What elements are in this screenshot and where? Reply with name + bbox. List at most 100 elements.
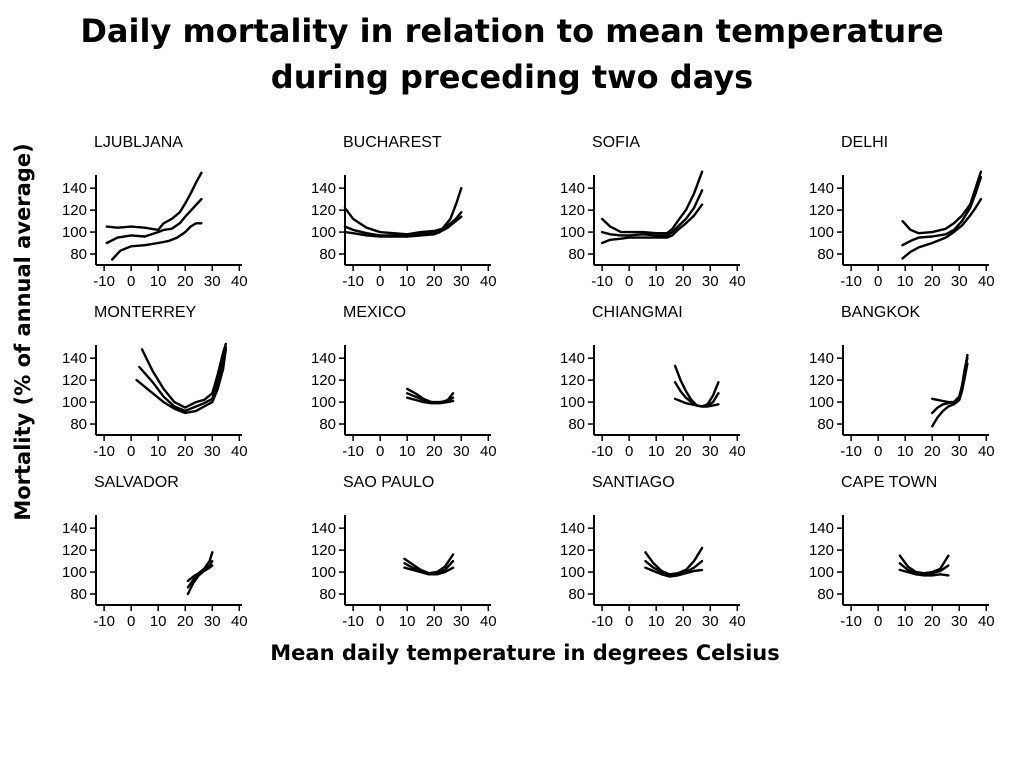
x-tick-label: -10 xyxy=(342,443,364,460)
x-tick-label: 30 xyxy=(453,273,470,290)
y-tick-label: 100 xyxy=(560,564,585,581)
y-tick-label: 140 xyxy=(560,180,585,197)
x-tick-label: -10 xyxy=(342,273,364,290)
x-tick-label: 30 xyxy=(951,443,968,460)
y-tick-label: 140 xyxy=(62,520,87,537)
y-tick-label: 80 xyxy=(319,416,336,433)
x-tick-label: -10 xyxy=(591,443,613,460)
x-tick-label: 10 xyxy=(150,273,167,290)
panel-label: BUCHAREST xyxy=(343,134,442,151)
series-line-3 xyxy=(135,348,228,415)
x-tick-label: -10 xyxy=(342,613,364,630)
x-tick-label: 30 xyxy=(702,273,719,290)
y-tick-label: 140 xyxy=(62,350,87,367)
x-tick-label: 10 xyxy=(150,613,167,630)
panel-bucharest: BUCHAREST -10 0 10 20 30 40 80 100 120 140 xyxy=(311,134,497,290)
series-line-3 xyxy=(600,203,704,245)
x-tick-label: 20 xyxy=(675,613,692,630)
x-tick-label: 30 xyxy=(204,443,221,460)
x-tick-label: -10 xyxy=(93,613,115,630)
x-tick-label: -10 xyxy=(840,443,862,460)
x-tick-label: -10 xyxy=(840,613,862,630)
panel-label: SOFIA xyxy=(592,134,640,151)
x-tick-label: 30 xyxy=(204,273,221,290)
series-line-2 xyxy=(138,346,228,413)
x-tick-label: 40 xyxy=(978,273,995,290)
y-tick-label: 80 xyxy=(70,246,87,263)
series-line-2 xyxy=(901,175,983,247)
x-tick-label: 30 xyxy=(951,613,968,630)
x-tick-label: 0 xyxy=(625,613,633,630)
x-tick-label: 40 xyxy=(978,443,995,460)
y-tick-label: 140 xyxy=(311,350,336,367)
x-tick-label: 10 xyxy=(648,443,665,460)
panel-label: SANTIAGO xyxy=(592,474,675,491)
x-tick-label: -10 xyxy=(591,613,613,630)
y-tick-label: 100 xyxy=(62,564,87,581)
y-tick-label: 80 xyxy=(319,246,336,263)
series-line-3 xyxy=(898,568,950,577)
y-tick-label: 100 xyxy=(62,224,87,241)
x-tick-label: 40 xyxy=(231,443,248,460)
x-tick-label: -10 xyxy=(840,273,862,290)
series-line-2 xyxy=(673,381,720,408)
panel-label: DELHI xyxy=(841,134,888,151)
x-tick-label: 40 xyxy=(480,273,497,290)
panel-label: CAPE TOWN xyxy=(841,474,937,491)
panel-label: LJUBLJANA xyxy=(94,134,183,151)
series-line-2 xyxy=(186,559,214,589)
y-tick-label: 100 xyxy=(560,224,585,241)
x-tick-label: 30 xyxy=(204,613,221,630)
x-tick-label: 20 xyxy=(177,613,194,630)
x-tick-label: 20 xyxy=(177,273,194,290)
chart-title-line-2: during preceding two days xyxy=(270,58,754,96)
y-tick-label: 100 xyxy=(311,224,336,241)
x-tick-label: 10 xyxy=(399,273,416,290)
x-tick-label: 30 xyxy=(453,443,470,460)
y-tick-label: 120 xyxy=(809,542,834,559)
series-line-3 xyxy=(406,396,455,405)
x-tick-label: 40 xyxy=(231,613,248,630)
panel-salvador: SALVADOR -10 0 10 20 30 40 80 100 120 140 xyxy=(62,474,248,630)
series-line-3 xyxy=(186,564,214,596)
panel-label: BANGKOK xyxy=(841,304,920,321)
panel-mexico: MEXICO -10 0 10 20 30 40 80 100 120 140 xyxy=(311,304,497,460)
x-tick-label: 0 xyxy=(874,443,882,460)
x-tick-label: 10 xyxy=(897,613,914,630)
series-line-1 xyxy=(105,197,203,245)
x-tick-label: 40 xyxy=(480,443,497,460)
y-tick-label: 80 xyxy=(70,416,87,433)
x-tick-label: 40 xyxy=(978,613,995,630)
x-tick-label: 20 xyxy=(426,443,443,460)
panel-delhi: DELHI -10 0 10 20 30 40 80 100 120 140 xyxy=(809,134,995,290)
x-tick-label: 30 xyxy=(702,613,719,630)
y-tick-label: 140 xyxy=(809,180,834,197)
series-line-3 xyxy=(644,566,704,578)
y-tick-label: 80 xyxy=(319,586,336,603)
series-line-3 xyxy=(403,566,455,576)
x-tick-label: -10 xyxy=(591,273,613,290)
x-tick-label: 40 xyxy=(231,273,248,290)
x-tick-label: 0 xyxy=(874,273,882,290)
x-tick-label: -10 xyxy=(93,273,115,290)
y-tick-label: 100 xyxy=(809,224,834,241)
series-line-3 xyxy=(673,397,720,408)
x-tick-label: 0 xyxy=(625,443,633,460)
panel-bangkok: BANGKOK -10 0 10 20 30 40 80 100 120 140 xyxy=(809,304,995,460)
chart-title: Daily mortality in relation to mean temp… xyxy=(0,8,1024,100)
x-tick-label: 40 xyxy=(729,273,746,290)
panel-label: SAO PAULO xyxy=(343,474,434,491)
y-tick-label: 120 xyxy=(560,372,585,389)
panel-cape-town: CAPE TOWN -10 0 10 20 30 40 80 100 120 140 xyxy=(809,474,995,630)
y-tick-label: 100 xyxy=(809,394,834,411)
panel-label: MEXICO xyxy=(343,304,406,321)
y-tick-label: 120 xyxy=(62,372,87,389)
x-tick-label: 0 xyxy=(874,613,882,630)
y-tick-label: 140 xyxy=(809,350,834,367)
panel-monterrey: MONTERREY -10 0 10 20 30 40 80 100 120 140 xyxy=(62,304,248,460)
panel-santiago: SANTIAGO -10 0 10 20 30 40 80 100 120 140 xyxy=(560,474,746,630)
series-line-3 xyxy=(343,215,463,238)
y-tick-label: 140 xyxy=(560,350,585,367)
x-tick-label: 10 xyxy=(399,443,416,460)
series-line-3 xyxy=(931,362,969,428)
